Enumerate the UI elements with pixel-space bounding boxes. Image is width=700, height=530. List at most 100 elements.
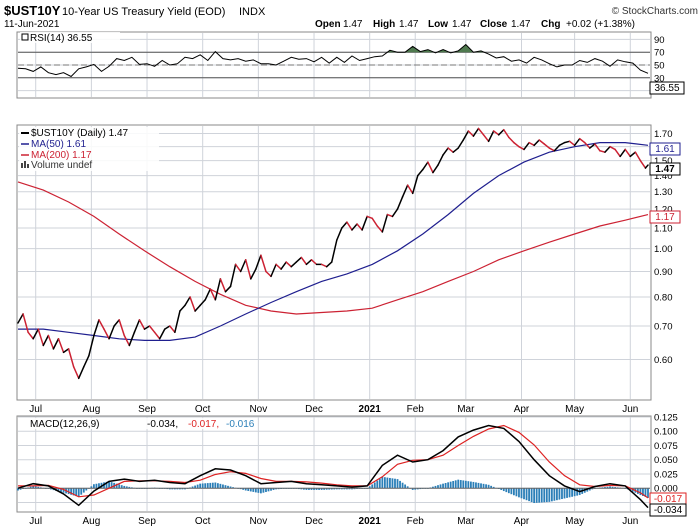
macd-histogram-bar [462,480,465,489]
macd-histogram-bar [452,480,455,489]
macd-histogram-bar [247,488,250,491]
price-line-segment [366,215,373,220]
price-line-segment [320,263,328,268]
price-line-segment [518,145,525,151]
macd-signal-value-tag-text: -0.017 [654,494,683,505]
ma200-line [17,181,649,315]
open-value: 1.47 [343,19,363,30]
price-line-segment [523,141,530,151]
price-line-segment [275,263,282,270]
macd-histogram-bar [315,488,318,490]
low-value: 1.47 [452,19,472,30]
price-line-segment [108,325,115,340]
price-line-segment [442,147,449,156]
price-line-segment [285,261,293,268]
price-line-segment [594,143,601,152]
price-y-tick-label: 1.40 [654,171,673,182]
macd-histogram-bar [204,483,207,489]
price-line-segment [467,130,475,137]
ma50-line [18,142,649,341]
macd-histogram-bar [457,479,460,489]
price-line-segment [411,174,419,195]
macd-histogram-bar [540,488,543,503]
macd-histogram-bar [82,488,85,493]
macd-histogram-bar [639,488,642,496]
price-line-segment [578,137,586,144]
macd-x-tick-label: Feb [407,516,425,527]
price-line-segment [381,213,389,233]
macd-histogram-bar [67,488,70,495]
macd-histogram-bar [191,486,194,489]
price-line-segment [255,254,262,270]
macd-histogram-bar [29,486,32,489]
macd-histogram-bar [320,488,323,490]
macd-histogram-bar [34,486,37,489]
price-line-segment [42,334,50,347]
macd-histogram-bar [128,486,131,489]
symbol-label: $UST10Y [4,3,61,18]
price-line-segment [604,145,611,153]
price-line-segment [224,285,232,293]
price-line-segment [427,161,434,174]
macd-histogram-bar [328,488,331,490]
macd-x-tick-label: Jun [622,516,638,527]
macd-histogram-bar [449,481,452,489]
macd-histogram-bar [335,488,338,490]
price-line-segment [644,164,649,169]
macd-histogram-bar [19,488,22,490]
macd-histogram-bar [275,488,277,490]
macd-histogram-bar [244,488,247,491]
ma200-value-tag: 1.17 [649,210,681,224]
macd-histogram-bar [487,484,490,489]
macd-histogram-bar [32,485,35,489]
macd-histogram-bar [227,485,229,489]
date-label: 11-Jun-2021 [4,19,60,30]
price-line-segment [568,140,576,147]
price-line-segment [477,127,485,136]
macd-histogram-bar [209,482,212,489]
macd-histogram-bar [120,485,123,489]
macd-histogram-bar [644,488,647,497]
ma50-value-tag-text: 1.61 [655,144,675,155]
macd-histogram-bar [507,488,510,494]
macd-histogram-bar [254,488,257,493]
price-line-segment [72,366,80,380]
price-y-tick-label: 1.50 [654,156,673,167]
macd-histogram-bar [500,488,503,491]
ma50-value-tag: 1.61 [649,142,681,156]
macd-histogram-bar [259,488,262,494]
macd-histogram-bar [614,487,617,489]
price-line-segment [290,261,298,268]
exchange-label: INDX [239,6,266,18]
price-line-segment [143,325,151,330]
macd-histogram-bar [49,488,52,490]
price-y-tick-label: 1.10 [654,223,673,234]
macd-histogram-bar [416,488,419,490]
price-line-segment [22,313,29,334]
macd-histogram-bar [346,488,348,490]
price-line-segment [325,261,333,268]
rsi-legend: RSI(14) 36.55 [20,32,120,44]
macd-histogram-bar [184,488,186,490]
macd-histogram-bar [194,485,197,489]
macd-histogram-bar [472,481,475,489]
price-line-segment [472,127,480,137]
macd-histogram-bar [214,482,217,489]
chg-value: +0.02 (+1.38%) [566,19,635,30]
price-x-tick-label: Jun [622,404,638,415]
macd-histogram-bar [90,486,93,489]
macd-histogram-bar [606,486,609,489]
price-line-segment [462,130,470,141]
price-line-segment [305,259,313,266]
macd-histogram-bar [224,485,227,489]
macd-signal-line [18,424,649,499]
rsi-y-tick-label: 90 [654,35,665,46]
price-line-segment [346,221,353,231]
price-line-segment [118,319,126,337]
price-line-segment [629,151,637,158]
macd-histogram-bar [196,484,199,489]
price-line-segment [52,338,60,350]
price-line-segment [300,256,308,266]
macd-histogram-bar [80,488,83,495]
price-line-segment [508,136,515,144]
